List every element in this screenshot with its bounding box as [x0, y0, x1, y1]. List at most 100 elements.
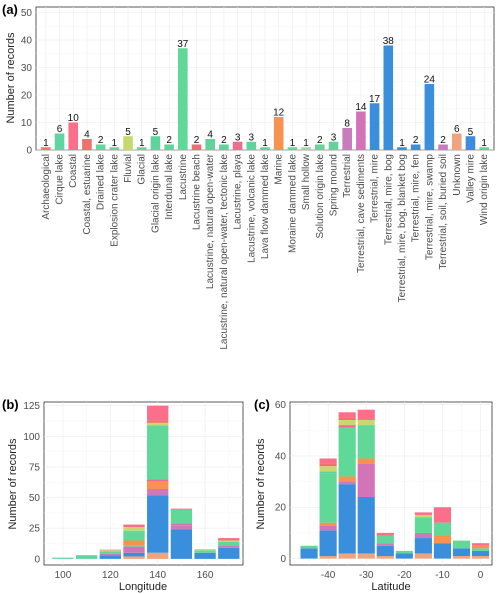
segment-terrestrial-mire-bog — [194, 552, 216, 559]
bar-value-label: 2 — [317, 135, 323, 146]
bar-coastal-estuarine — [82, 139, 92, 150]
panel-a-x-tick-label: Terrestrial, mire, fen — [411, 154, 422, 242]
segment-coastal-estuarine — [319, 463, 337, 467]
bar-lacustrine-natural-open-water — [205, 139, 216, 150]
segment-marine — [471, 545, 490, 549]
bar-lacustrine-beach — [191, 144, 202, 150]
bar-lacustrine-playa — [232, 141, 243, 150]
segment-terrestrial-mire-bog — [147, 495, 169, 553]
stacked-bar — [395, 550, 413, 559]
segment-terrestrial-mire-bog — [433, 543, 452, 559]
bar-value-label: 6 — [57, 124, 63, 135]
panel-a-x-tick-label: Unknown — [452, 154, 463, 196]
segment-terrestrial-cave-sediments — [123, 546, 145, 553]
bar-value-label: 4 — [84, 130, 90, 141]
bar-interdunal-lake — [164, 144, 174, 150]
bar-archaeological — [41, 147, 51, 150]
panel-a-y-tick-label: 40 — [21, 36, 33, 47]
bar-value-label: 2 — [166, 135, 172, 146]
panel-a-x-tick-label: Cirque lake — [55, 154, 66, 205]
panel-a-x-tick-label: Fluvial — [123, 154, 134, 183]
panel-b-y-tick-label: 25 — [29, 524, 41, 535]
segment-lacustrine-playa — [147, 479, 169, 482]
panel-a-x-tick-label: Glacial — [137, 154, 148, 185]
segment-glacial-origin-lake — [147, 425, 169, 427]
panel-a-y-tick-label: 20 — [21, 91, 33, 102]
panel-a-x-tick-label: Lacustrine, natural open-water, tectonic… — [219, 154, 230, 350]
bar-value-label: 2 — [413, 135, 419, 146]
panel-a-x-tick-label: Solution origin lake — [315, 154, 326, 239]
segment-coastal — [471, 543, 490, 546]
panel-a-y-tick-label: 50 — [21, 8, 33, 19]
panel-a-x-tick-label: Lacustrine — [178, 154, 189, 201]
segment-terrestrial — [376, 543, 394, 546]
segment-lacustrine — [218, 541, 240, 546]
bar-value-label: 2 — [194, 135, 200, 146]
segment-terrestrial-mire-bog — [452, 548, 471, 557]
bar-cirque-lake — [54, 133, 65, 150]
segment-lacustrine-playa — [338, 425, 356, 428]
panel-c-x-tick-label: -10 — [435, 570, 450, 581]
stacked-bar — [170, 508, 193, 559]
segment-terrestrial — [99, 553, 121, 556]
segment-coastal — [319, 458, 337, 464]
segment-terrestrial-mire-bog — [300, 548, 318, 559]
segment-fluvial — [218, 540, 240, 542]
segment-marine — [147, 481, 169, 490]
segment-coastal — [376, 532, 394, 536]
segment-lacustrine — [123, 531, 145, 541]
segment-terrestrial-cave-sediments — [170, 523, 193, 526]
segment-unknown — [452, 556, 471, 559]
segment-lacustrine — [147, 426, 169, 480]
bar-value-label: 5 — [153, 127, 159, 138]
panel-a-x-tick-label: Archaeological — [41, 154, 52, 220]
bar-value-label: 4 — [207, 130, 213, 141]
bar-value-label: 6 — [454, 124, 460, 135]
panel-a-x-tick-label: Spring mound — [328, 154, 339, 216]
bar-solution-origin-lake — [314, 144, 325, 150]
segment-fluvial — [99, 550, 121, 552]
panel-c-y-tick-label: 20 — [275, 503, 287, 514]
panel-a-x-ticks: Archaeological Cirque lake Coastal Coastal,… — [41, 153, 490, 349]
bar-terrestrial-soil-buried-soil — [438, 144, 448, 150]
bar-value-label: 3 — [249, 132, 255, 143]
bar-value-label: 5 — [468, 127, 474, 138]
stacked-bar — [52, 557, 74, 559]
bar-moraine-dammed-lake — [287, 147, 298, 150]
bar-value-label: 1 — [112, 138, 118, 149]
stacked-bar — [99, 549, 121, 559]
segment-lacustrine — [170, 509, 193, 524]
panel-b-y-tick-label: 125 — [23, 401, 40, 412]
segment-unknown — [147, 552, 169, 559]
segment-lacustrine — [471, 548, 490, 551]
stacked-bar — [123, 524, 145, 559]
panel-c-x-tick-label: -30 — [359, 570, 374, 581]
bar-terrestrial-mire-fen — [410, 144, 421, 150]
panel-c-x-ticks: -40 -30 -20 -10 0 — [321, 570, 484, 581]
segment-terrestrial-mire-bog — [471, 550, 490, 557]
stacked-bar — [75, 555, 98, 559]
bar-value-label: 12 — [273, 108, 285, 119]
panel-c-bars — [300, 409, 490, 559]
panel-c-frame — [289, 401, 493, 566]
bar-lacustrine-natural-open-water-tectonic-lake — [219, 144, 229, 150]
segment-terrestrial — [414, 532, 432, 539]
panel-a-x-tick-label: Lava flow dammed lake — [260, 154, 271, 259]
segment-unknown — [338, 553, 356, 559]
panel-c-y-axis-title: Number of records — [255, 438, 267, 530]
panel-a-x-tick-label: Coastal, estuarine — [82, 154, 93, 235]
panel-a-x-tick-label: Lacustrine, playa — [233, 154, 244, 230]
panel-a-x-tick-label: Terrestrial, mire, bog — [383, 154, 394, 245]
panel-a-x-tick-label: Terrestrial, mire, bog, blanket bog — [397, 154, 408, 302]
bar-value-label: 3 — [331, 132, 337, 143]
bar-value-label: 1 — [139, 138, 145, 149]
segment-terrestrial — [338, 481, 356, 485]
panel-c-y-tick-label: 60 — [275, 400, 287, 411]
panel-b-x-ticks: 100 120 140 160 — [55, 570, 214, 581]
panel-a-y-axis-title: Number of records — [5, 32, 17, 124]
segment-terrestrial-mire-bog — [338, 484, 356, 554]
panel-b-y-tick-label: 50 — [29, 493, 41, 504]
bar-terrestrial-mire-bog-blanket-bog — [397, 147, 407, 150]
